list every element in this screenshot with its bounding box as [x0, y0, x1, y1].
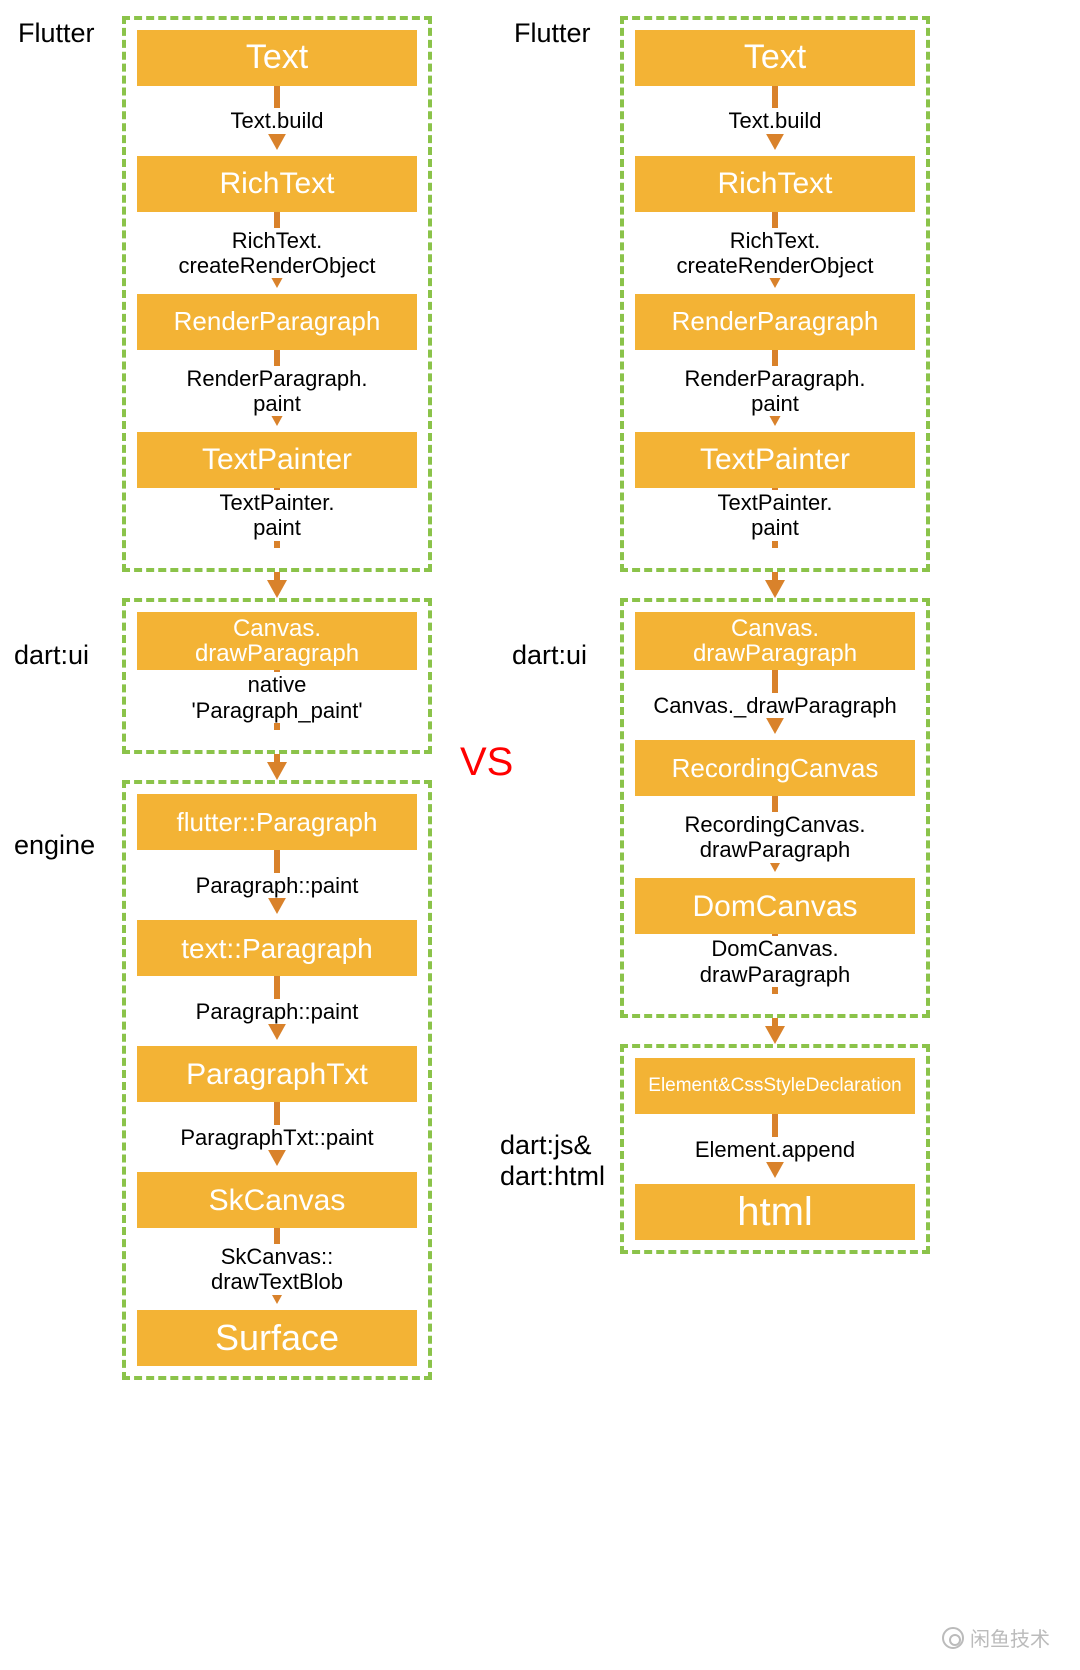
edge: DomCanvas. drawParagraph	[696, 934, 854, 1004]
edge-label: DomCanvas. drawParagraph	[696, 936, 854, 987]
section-group: Text Text.build RichText RichText. createRe…	[122, 16, 432, 572]
edge-label: Paragraph::paint	[192, 999, 363, 1024]
section-label: Flutter	[18, 18, 95, 49]
edge: Text.build	[227, 86, 328, 156]
arrow	[267, 754, 287, 782]
flow-node: ParagraphTxt	[137, 1046, 417, 1102]
section-label: dart:ui	[512, 640, 587, 671]
section-group: Element&CssStyleDeclaration Element.appen…	[620, 1044, 930, 1254]
edge-label: RenderParagraph. paint	[680, 366, 869, 417]
flow-node: RichText	[137, 156, 417, 212]
flow-node: Canvas. drawParagraph	[635, 612, 915, 670]
edge: Paragraph::paint	[192, 976, 363, 1046]
wechat-icon	[942, 1627, 964, 1649]
flow-node: flutter::Paragraph	[137, 794, 417, 850]
edge: ParagraphTxt::paint	[176, 1102, 377, 1172]
edge-label: TextPainter. paint	[714, 490, 837, 541]
arrow	[267, 572, 287, 600]
flow-node: Text	[635, 30, 915, 86]
flow-node: TextPainter	[137, 432, 417, 488]
section-label: engine	[14, 830, 95, 861]
edge: Text.build	[725, 86, 826, 156]
watermark: 闲鱼技术	[942, 1623, 1050, 1652]
edge-label: SkCanvas:: drawTextBlob	[207, 1244, 347, 1295]
edge: Canvas._drawParagraph	[649, 670, 900, 740]
flow-node: html	[635, 1184, 915, 1240]
section-group: flutter::ParagraphParagraph::painttext::…	[122, 780, 432, 1380]
section-group: Text Text.build RichText RichText. createRe…	[620, 16, 930, 572]
edge-label: RichText. createRenderObject	[673, 228, 878, 279]
edge: native 'Paragraph_paint'	[187, 670, 366, 740]
section-group: Canvas. drawParagraph Canvas._drawParagra…	[620, 598, 930, 1018]
flow-node: RichText	[635, 156, 915, 212]
edge: Paragraph::paint	[192, 850, 363, 920]
watermark-text: 闲鱼技术	[970, 1623, 1050, 1652]
edge-label: Text.build	[725, 108, 826, 133]
flow-node: TextPainter	[635, 432, 915, 488]
edge-label: ParagraphTxt::paint	[176, 1125, 377, 1150]
edge: RenderParagraph. paint	[680, 350, 869, 432]
edge-label: Canvas._drawParagraph	[649, 693, 900, 718]
edge: TextPainter. paint	[714, 488, 837, 558]
edge: RichText. createRenderObject	[673, 212, 878, 294]
flow-node: RenderParagraph	[137, 294, 417, 350]
flow-node: DomCanvas	[635, 878, 915, 934]
section-label: dart:js& dart:html	[500, 1130, 605, 1192]
edge: SkCanvas:: drawTextBlob	[207, 1228, 347, 1310]
section-label: Flutter	[514, 18, 591, 49]
edge-label: TextPainter. paint	[216, 490, 339, 541]
flow-node: Element&CssStyleDeclaration	[635, 1058, 915, 1114]
flow-node: Text	[137, 30, 417, 86]
flow-node: Surface	[137, 1310, 417, 1366]
section-group: Canvas. drawParagraphnative 'Paragraph_p…	[122, 598, 432, 754]
arrow	[765, 572, 785, 600]
flow-node: Canvas. drawParagraph	[137, 612, 417, 670]
edge-label: RecordingCanvas. drawParagraph	[681, 812, 870, 863]
flow-node: SkCanvas	[137, 1172, 417, 1228]
edge-label: Element.append	[691, 1137, 859, 1162]
edge-label: Text.build	[227, 108, 328, 133]
edge: RichText. createRenderObject	[175, 212, 380, 294]
flow-node: text::Paragraph	[137, 920, 417, 976]
edge: RenderParagraph. paint	[182, 350, 371, 432]
vs-label: VS	[460, 740, 513, 785]
edge-label: RichText. createRenderObject	[175, 228, 380, 279]
edge: Element.append	[691, 1114, 859, 1184]
edge: RecordingCanvas. drawParagraph	[681, 796, 870, 878]
section-label: dart:ui	[14, 640, 89, 671]
edge: TextPainter. paint	[216, 488, 339, 558]
edge-label: Paragraph::paint	[192, 873, 363, 898]
edge-label: RenderParagraph. paint	[182, 366, 371, 417]
edge-label: native 'Paragraph_paint'	[187, 672, 366, 723]
right-column: Text Text.build RichText RichText. createRe…	[620, 12, 930, 1258]
flow-node: RecordingCanvas	[635, 740, 915, 796]
left-column: Text Text.build RichText RichText. createRe…	[122, 12, 432, 1384]
arrow	[765, 1018, 785, 1046]
flow-node: RenderParagraph	[635, 294, 915, 350]
